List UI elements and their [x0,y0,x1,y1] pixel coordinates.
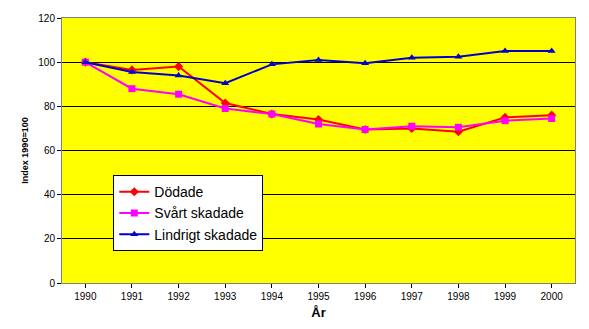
svg-text:1993: 1993 [214,291,237,302]
svg-text:0: 0 [49,278,55,289]
svg-text:Index 1990=100: Index 1990=100 [20,117,30,183]
svg-text:År: År [311,305,325,320]
svg-text:Dödade: Dödade [154,184,203,200]
svg-text:1994: 1994 [261,291,284,302]
svg-text:20: 20 [44,233,56,244]
svg-text:2000: 2000 [541,291,564,302]
svg-text:120: 120 [38,13,55,24]
svg-text:Lindrigt skadade: Lindrigt skadade [154,227,257,243]
svg-text:100: 100 [38,57,55,68]
svg-text:40: 40 [44,189,56,200]
svg-text:1998: 1998 [447,291,470,302]
svg-text:1997: 1997 [401,291,424,302]
svg-text:1991: 1991 [121,291,144,302]
svg-text:1995: 1995 [307,291,330,302]
svg-text:60: 60 [44,145,56,156]
svg-text:80: 80 [44,101,56,112]
svg-text:1992: 1992 [167,291,190,302]
svg-text:Svårt skadade: Svårt skadade [154,205,244,221]
svg-text:1999: 1999 [494,291,517,302]
svg-text:1996: 1996 [354,291,377,302]
svg-text:1990: 1990 [74,291,97,302]
